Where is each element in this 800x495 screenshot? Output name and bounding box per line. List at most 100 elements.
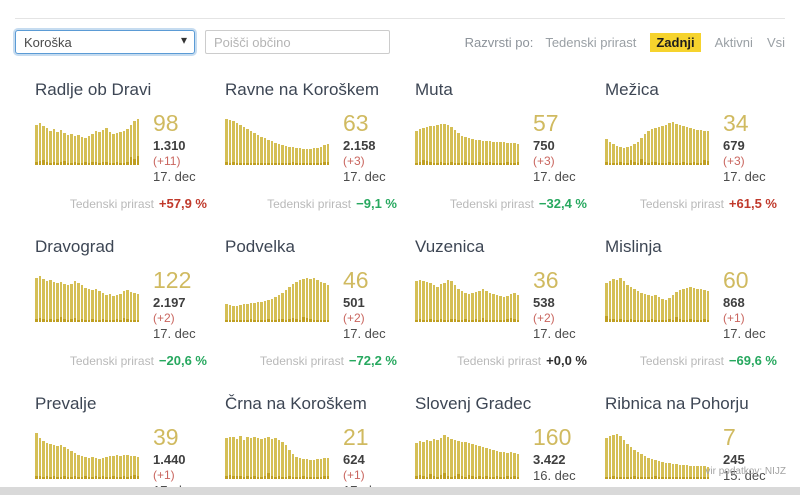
active-cases-bar <box>319 147 322 165</box>
municipality-card[interactable]: Vuzenica 36 538 (+2) 17. dec Tedenski prirast… <box>415 237 587 368</box>
new-cases-bar <box>443 319 446 322</box>
active-cases-bar <box>432 126 435 165</box>
sort-option-vsi[interactable]: Vsi <box>766 34 785 50</box>
active-cases-bar <box>661 298 664 322</box>
total-cases-count: 538 <box>533 294 555 310</box>
sort-option-zadnji[interactable]: Zadnji <box>650 32 701 52</box>
weekly-growth-value: −32,4 % <box>538 195 587 211</box>
new-cases-bar <box>499 476 502 479</box>
active-cases-bar <box>647 457 650 479</box>
municipality-name: Prevalje <box>35 393 97 413</box>
active-cases-bar <box>312 148 315 165</box>
active-cases-bar <box>319 281 322 322</box>
new-cases-bar <box>682 476 685 479</box>
new-cases-bar <box>45 162 48 165</box>
search-input[interactable] <box>205 30 390 54</box>
active-cases-bar <box>643 455 646 479</box>
new-cases-bar <box>305 163 308 165</box>
active-cases-bar <box>302 278 305 322</box>
last-update-date: 17. dec <box>723 325 766 341</box>
active-cases-bar <box>316 148 319 165</box>
sort-option-tedenski-prirast[interactable]: Tedenski prirast <box>545 34 637 50</box>
new-cases-bar <box>474 163 477 165</box>
active-cases-bar <box>481 446 484 479</box>
active-cases-bar <box>460 441 463 479</box>
municipality-card[interactable]: Muta 57 750 (+3) 17. dec Tedenski prirast −32,… <box>415 80 587 211</box>
active-cases-bar <box>499 295 502 322</box>
new-cases-bar <box>418 162 421 165</box>
total-cases-count: 679 <box>723 137 745 153</box>
new-cases-bar <box>678 476 681 479</box>
new-cases-bar <box>640 319 643 322</box>
new-cases-bar <box>45 319 48 322</box>
active-cases-bar <box>129 455 132 479</box>
active-cases-bar <box>608 280 611 322</box>
new-cases-bar <box>326 319 329 322</box>
active-cases-bar <box>239 304 242 322</box>
municipality-name: Ravne na Koroškem <box>225 80 380 99</box>
new-cases-bar <box>302 475 305 479</box>
active-cases-count: 57 <box>533 110 559 136</box>
municipality-card[interactable]: Radlje ob Dravi 98 1.310 (+11) 17. dec Tedens… <box>35 80 207 211</box>
daily-increase: (+2) <box>153 310 175 325</box>
active-cases-bar <box>654 128 657 165</box>
total-cases-count: 624 <box>343 451 365 467</box>
active-cases-bar <box>612 144 615 165</box>
municipality-card[interactable]: Dravograd 122 2.197 (+2) 17. dec Tedenski pri… <box>35 237 207 368</box>
active-cases-bar <box>692 129 695 165</box>
new-cases-bar <box>84 475 87 479</box>
new-cases-bar <box>443 163 446 165</box>
new-cases-bar <box>615 319 618 322</box>
active-cases-bar <box>488 292 491 322</box>
new-cases-bar <box>696 476 699 479</box>
last-update-date: 17. dec <box>343 325 386 341</box>
new-cases-bar <box>284 163 287 165</box>
active-cases-bar <box>636 142 639 165</box>
new-cases-bar <box>105 162 108 165</box>
active-cases-bar <box>112 455 115 479</box>
municipality-card[interactable]: Mežica 34 679 (+3) 17. dec Tedenski prirast +6… <box>605 80 777 211</box>
active-cases-bar <box>94 288 97 322</box>
active-cases-bar <box>467 293 470 322</box>
municipality-name: Ribnica na Pohorju <box>605 393 749 413</box>
active-cases-bar <box>425 439 428 479</box>
active-cases-bar <box>626 284 629 322</box>
active-cases-bar <box>239 125 242 165</box>
active-cases-bar <box>415 131 418 165</box>
active-cases-bar <box>323 282 326 322</box>
active-cases-bar <box>326 457 329 479</box>
sort-option-aktivni[interactable]: Aktivni <box>714 34 753 50</box>
region-select[interactable]: Koroška <box>15 30 195 54</box>
bottom-scrollbar[interactable] <box>0 487 800 495</box>
municipality-card[interactable]: Mislinja 60 868 (+1) 17. dec Tedenski prirast… <box>605 237 777 368</box>
weekly-growth-label: Tedenski prirast <box>69 353 154 368</box>
weekly-growth-value: +57,9 % <box>158 195 207 211</box>
new-cases-bar <box>668 476 671 479</box>
active-cases-bar <box>457 288 460 322</box>
active-cases-bar <box>84 138 87 165</box>
active-cases-bar <box>235 123 238 165</box>
active-cases-bar <box>136 456 139 479</box>
new-cases-bar <box>63 161 66 165</box>
daily-increase: (+11) <box>153 153 181 168</box>
new-cases-bar <box>316 163 319 165</box>
municipality-card[interactable]: Podvelka 46 501 (+2) 17. dec Tedenski prirast… <box>225 237 397 368</box>
active-cases-bar <box>671 463 674 479</box>
last-update-date: 17. dec <box>153 168 196 184</box>
active-cases-bar <box>622 280 625 322</box>
municipality-card[interactable]: Ravne na Koroškem 63 2.158 (+3) 17. dec Teden… <box>225 80 397 211</box>
active-cases-bar <box>689 465 692 479</box>
new-cases-bar <box>467 319 470 322</box>
active-cases-bar <box>73 280 76 322</box>
active-cases-bar <box>689 286 692 322</box>
active-cases-bar <box>643 293 646 322</box>
active-cases-bar <box>432 438 435 479</box>
active-cases-bar <box>87 457 90 479</box>
active-cases-bar <box>70 134 73 165</box>
new-cases-bar <box>488 162 491 165</box>
active-cases-bar <box>629 146 632 165</box>
